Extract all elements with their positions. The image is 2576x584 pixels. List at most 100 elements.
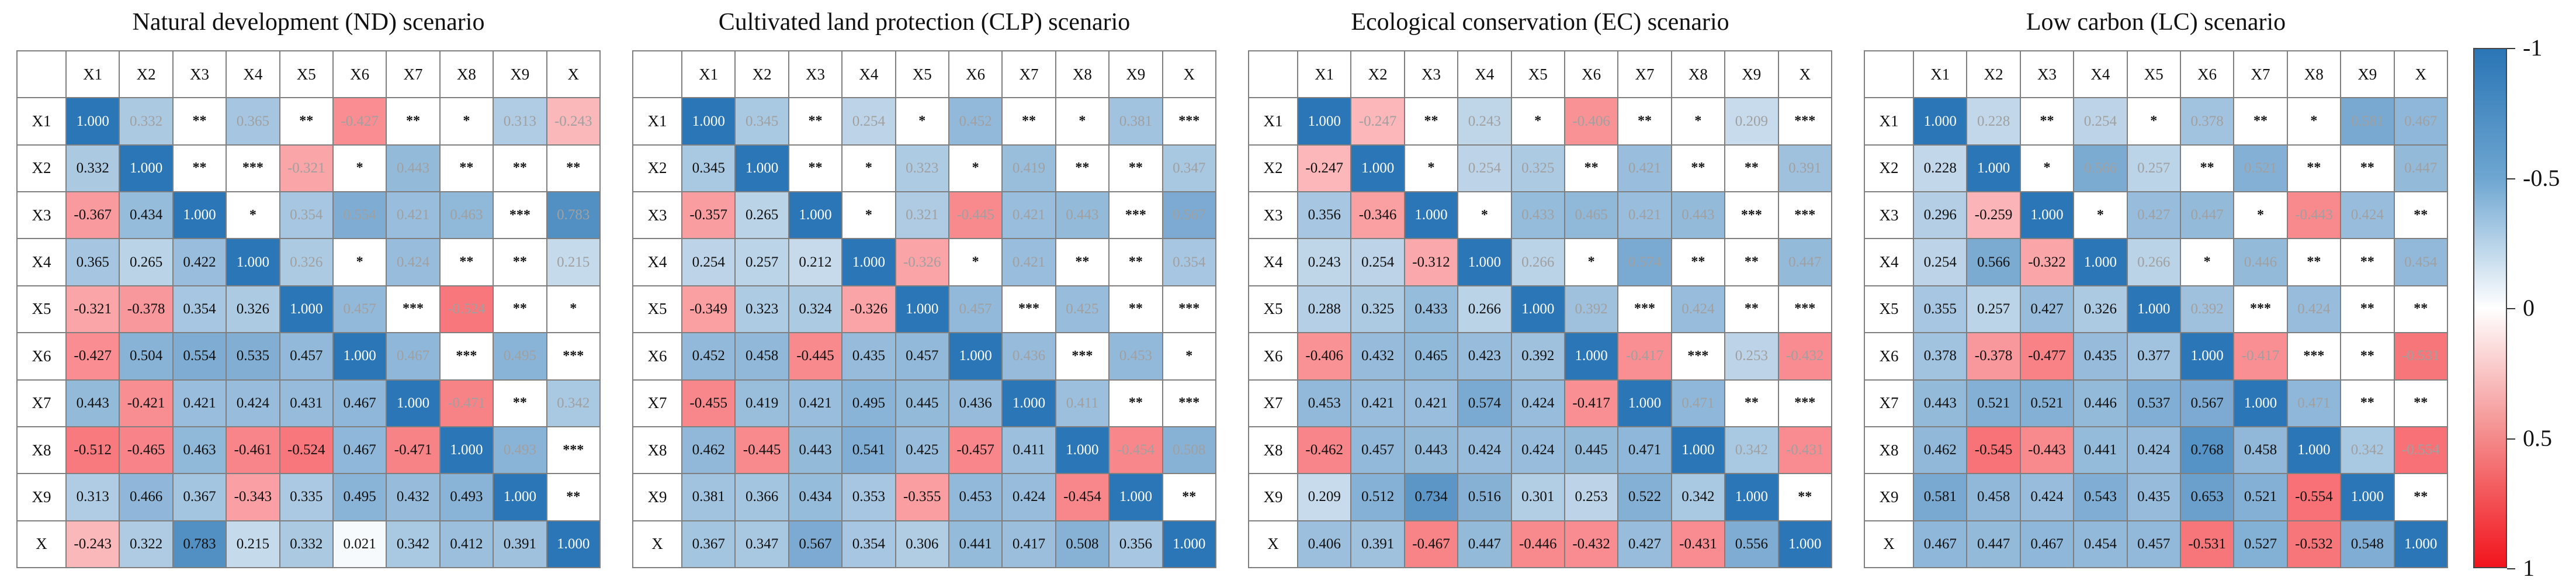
heatmap-cell: *: [332, 238, 387, 286]
heatmap-cell: -0.417: [1617, 332, 1672, 381]
heatmap-cell: 0.391: [493, 520, 547, 569]
heatmap-cell: 0.521: [2233, 144, 2288, 193]
row-header: X: [632, 520, 682, 569]
heatmap-cell: 0.324: [788, 285, 843, 334]
heatmap-cell: -0.247: [1350, 97, 1405, 146]
heatmap-cell: *: [1510, 97, 1565, 146]
heatmap-cell: 0.427: [2019, 285, 2075, 334]
heatmap-cell: 0.332: [65, 144, 120, 193]
column-header: X9: [1108, 50, 1163, 99]
heatmap-cell: 0.783: [546, 191, 601, 240]
heatmap-cell: 0.254: [1457, 144, 1512, 193]
heatmap-cell: 1.000: [1108, 473, 1163, 521]
heatmap-cell: 0.354: [1162, 238, 1217, 286]
matrix-row: X8 0.462 -0.545 -0.443 0.441 0.424 0.768 0.458 1…: [1864, 426, 2449, 475]
heatmap-cell: 0.326: [279, 238, 334, 286]
heatmap-cell: **: [172, 144, 227, 193]
heatmap-cell: 0.554: [332, 191, 387, 240]
heatmap-cell: **: [1108, 238, 1163, 286]
matrix-row: X1 1.000 0.345 ** 0.254 * 0.452 ** * 0.381 ***: [632, 97, 1217, 146]
heatmap-cell: 0.215: [226, 520, 280, 569]
heatmap-cell: ***: [1777, 97, 1833, 146]
heatmap-cell: -0.462: [1296, 426, 1352, 475]
heatmap-cell: 0.567: [788, 520, 843, 569]
matrix-row: X 0.367 0.347 0.567 0.354 0.306 0.441 0.417 0.50…: [632, 520, 1217, 569]
matrix-row: X5 -0.349 0.323 0.324 -0.326 1.000 0.457 *** 0.4…: [632, 285, 1217, 334]
matrix-row: X3 -0.357 0.265 1.000 * 0.321 -0.445 0.421 0.443…: [632, 191, 1217, 240]
heatmap-cell: 1.000: [332, 332, 387, 381]
heatmap-cell: 1.000: [1162, 520, 1217, 569]
heatmap-cell: 0.254: [681, 238, 736, 286]
heatmap-cell: 0.411: [1001, 426, 1056, 475]
heatmap-cell: *: [2019, 144, 2075, 193]
heatmap-cell: 0.378: [1912, 332, 1968, 381]
matrix-row: X3 0.356 -0.346 1.000 * 0.433 0.465 0.421 0.443 *…: [1248, 191, 1833, 240]
heatmap-cell: **: [546, 473, 601, 521]
heatmap-cell: 0.209: [1296, 473, 1352, 521]
heatmap-cell: 0.467: [332, 379, 387, 427]
colorbar-label: 0.5: [2523, 425, 2552, 451]
heatmap-cell: **: [493, 144, 547, 193]
heatmap-cell: -0.531: [2179, 520, 2235, 569]
row-header: X: [1248, 520, 1298, 569]
heatmap-cell: 0.296: [1912, 191, 1968, 240]
row-header: X1: [1864, 97, 1914, 146]
heatmap-cell: 0.463: [172, 426, 227, 475]
row-header: X3: [1248, 191, 1298, 240]
heatmap-cell: 0.463: [439, 191, 494, 240]
column-header: X: [546, 50, 601, 99]
heatmap-cell: 0.446: [2233, 238, 2288, 286]
correlation-matrix: X1 X2 X3 X4 X5 X6 X7 X8 X9 X X1 1.000 -0.247 ** 0.243 *…: [1248, 50, 1833, 569]
heatmap-cell: 0.392: [1510, 332, 1565, 381]
heatmap-cell: 0.434: [788, 473, 843, 521]
heatmap-cell: 0.313: [65, 473, 120, 521]
heatmap-cell: 1.000: [493, 473, 547, 521]
heatmap-cell: 0.354: [172, 285, 227, 334]
column-header: X9: [2340, 50, 2395, 99]
heatmap-cell: 0.443: [65, 379, 120, 427]
column-header: X1: [681, 50, 736, 99]
heatmap-cell: 0.471: [1670, 379, 1726, 427]
heatmap-cell: 0.457: [948, 285, 1003, 334]
matrix-corner: [632, 50, 682, 99]
correlation-matrix: X1 X2 X3 X4 X5 X6 X7 X8 X9 X X1 1.000 0.228 ** 0.254 * 0…: [1864, 50, 2449, 569]
heatmap-cell: -0.427: [332, 97, 387, 146]
matrix-row: X3 0.296 -0.259 1.000 * 0.427 0.447 * -0.443 0.42…: [1864, 191, 2449, 240]
row-header: X6: [16, 332, 67, 381]
heatmap-cell: ***: [546, 426, 601, 475]
matrix-row: X 0.406 0.391 -0.467 0.447 -0.446 -0.432 0.427-…: [1248, 520, 1833, 569]
heatmap-cell: *: [1670, 97, 1726, 146]
heatmap-cell: 0.458: [734, 332, 789, 381]
heatmap-cell: -0.545: [1966, 426, 2021, 475]
heatmap-cell: 0.457: [895, 332, 949, 381]
heatmap-cell: -0.427: [65, 332, 120, 381]
heatmap-cell: 0.467: [1912, 520, 1968, 569]
heatmap-cell: 0.574: [1617, 238, 1672, 286]
column-header: X5: [2126, 50, 2181, 99]
colorbar-tick: [2507, 178, 2515, 179]
column-header: X6: [1563, 50, 1619, 99]
heatmap-cell: 0.535: [226, 332, 280, 381]
heatmap-cell: -0.321: [279, 144, 334, 193]
heatmap-cell: 1.000: [681, 97, 736, 146]
heatmap-cell: ***: [1617, 285, 1672, 334]
heatmap-cell: 0.421: [172, 379, 227, 427]
heatmap-cell: 1.000: [841, 238, 896, 286]
colorbar-label: -1: [2523, 34, 2543, 61]
row-header: X1: [632, 97, 682, 146]
column-header: X1: [1296, 50, 1352, 99]
heatmap-cell: 0.566: [2073, 144, 2128, 193]
heatmap-cell: -0.349: [681, 285, 736, 334]
heatmap-cell: 0.574: [1457, 379, 1512, 427]
matrix-row: X2 -0.247 1.000 * 0.254 0.325 ** 0.421 ** ** 0.391: [1248, 144, 1833, 193]
heatmap-cell: 0.421: [1617, 191, 1672, 240]
heatmap-cell: 0.345: [681, 144, 736, 193]
matrix-corner: [1248, 50, 1298, 99]
heatmap-cell: **: [1055, 238, 1110, 286]
row-header: X5: [16, 285, 67, 334]
heatmap-cell: **: [493, 379, 547, 427]
heatmap-cell: *: [841, 144, 896, 193]
heatmap-cell: 0.454: [2073, 520, 2128, 569]
row-header: X9: [16, 473, 67, 521]
heatmap-cell: -0.378: [119, 285, 174, 334]
